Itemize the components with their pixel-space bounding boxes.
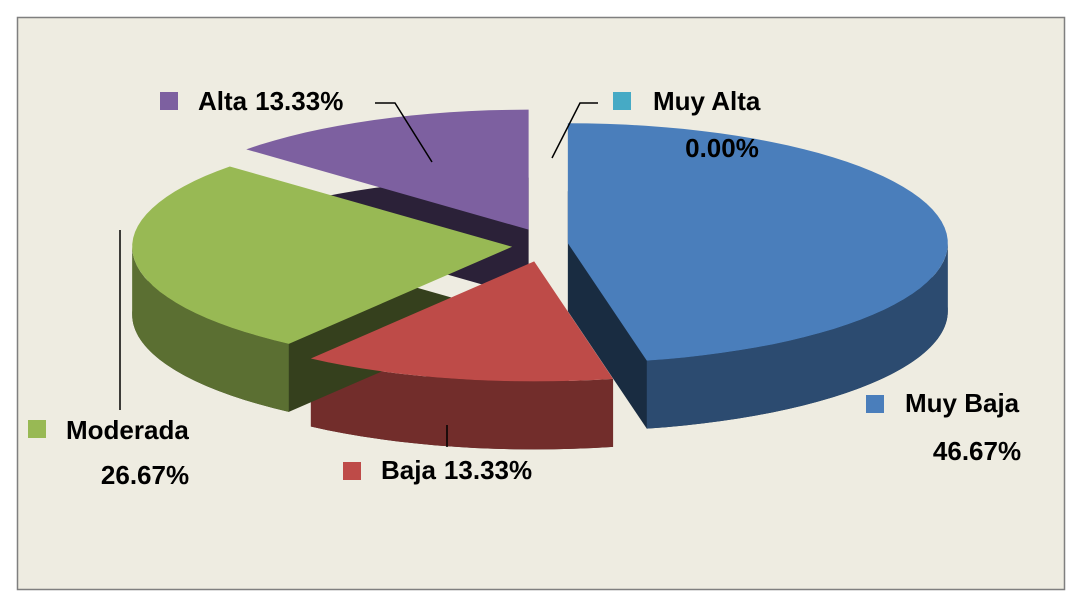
slice-top bbox=[246, 109, 529, 230]
slice-top bbox=[567, 123, 948, 361]
legend-swatch bbox=[343, 462, 361, 480]
pie bbox=[132, 109, 948, 450]
legend-swatch bbox=[866, 395, 884, 413]
category-label: Baja bbox=[381, 455, 436, 485]
value-label: 13.33% bbox=[255, 86, 343, 116]
leader-line bbox=[375, 102, 433, 163]
legend-swatch bbox=[613, 92, 631, 110]
data-label: Baja 13.33% bbox=[381, 455, 532, 485]
slice-side bbox=[132, 246, 289, 412]
legend-swatch bbox=[28, 420, 46, 438]
slice-side bbox=[646, 243, 948, 429]
slice-side bbox=[310, 358, 614, 450]
value-label: 26.67% bbox=[101, 460, 189, 490]
legend-swatch bbox=[160, 92, 178, 110]
data-label: Alta 13.33% bbox=[198, 86, 343, 116]
value-label: 13.33% bbox=[444, 455, 532, 485]
category-label: Muy Baja bbox=[905, 388, 1020, 418]
category-label: Moderada bbox=[66, 415, 189, 445]
category-label: Muy Alta bbox=[653, 86, 761, 116]
value-label: 46.67% bbox=[933, 436, 1021, 466]
slice-top bbox=[132, 166, 513, 344]
labels: Muy Baja 46.67% Baja 13.33% Moderada 26.67% Al… bbox=[28, 86, 1021, 490]
leader-line bbox=[551, 102, 598, 159]
category-label: Alta bbox=[198, 86, 248, 116]
slice-top bbox=[310, 261, 614, 382]
value-label: 0.00% bbox=[685, 133, 759, 163]
